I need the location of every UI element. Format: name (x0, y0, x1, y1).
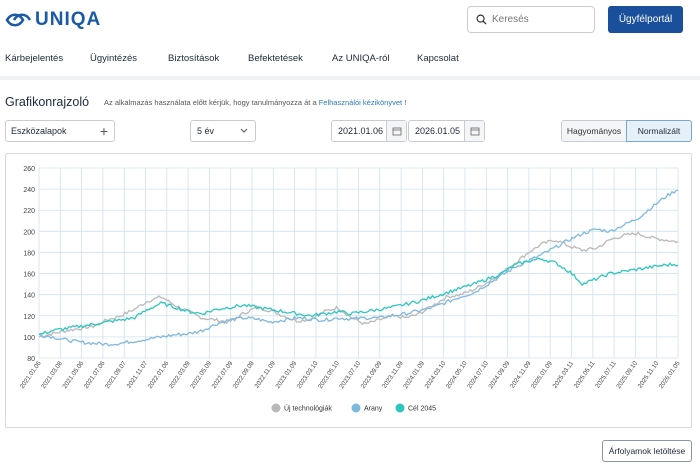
series-line (38, 231, 679, 339)
date-from-value: 2021.01.06 (338, 126, 384, 136)
date-from-field[interactable]: 2021.01.06 (331, 120, 407, 142)
x-tick-label: 2024.11.09 (509, 360, 533, 390)
price-chart: 801001201401601802002202402602021.01.062… (19, 166, 682, 413)
nav-item-insurance[interactable]: Biztosítások (168, 53, 220, 64)
uniqa-logo[interactable]: UNIQA (5, 9, 101, 31)
nav-item-about[interactable]: Az UNIQA-ról (332, 53, 390, 64)
x-tick-label: 2023.11.09 (381, 360, 405, 390)
uniqa-logo-icon (5, 13, 31, 27)
nav-item-investments[interactable]: Befektetések (248, 53, 303, 64)
legend-marker (271, 403, 281, 413)
calendar-icon[interactable] (464, 121, 484, 141)
y-tick-label: 120 (23, 314, 35, 321)
period-value: 5 év (197, 126, 215, 136)
x-tick-label: 2021.11.07 (126, 360, 150, 390)
y-tick-label: 160 (23, 272, 35, 279)
legend-label: Új technológiák (284, 404, 332, 413)
main-nav: Kárbejelentés Ügyintézés Biztosítások Be… (0, 46, 700, 72)
x-tick-label: 2025.03.11 (552, 360, 576, 390)
client-portal-button[interactable]: Ügyfélportál (608, 6, 683, 33)
y-tick-label: 240 (23, 187, 35, 194)
fund-selector[interactable]: Eszközalapok + (5, 120, 115, 142)
y-tick-label: 260 (23, 166, 35, 173)
manual-link[interactable]: Felhasználói kézikönyvet (318, 98, 403, 107)
nav-divider (0, 76, 700, 80)
series-line (38, 257, 679, 336)
hint-prefix: Az alkalmazás használata előtt kérjük, h… (104, 98, 317, 107)
download-prices-button[interactable]: Árfolyamok letöltése (602, 440, 692, 462)
top-bar: UNIQA Ügyfélportál (0, 0, 700, 42)
calendar-icon[interactable] (386, 121, 406, 141)
chevron-down-icon (240, 128, 248, 133)
y-tick-label: 200 (23, 229, 35, 236)
y-tick-label: 220 (23, 208, 35, 215)
x-tick-label: 2026.01.05 (658, 360, 682, 390)
y-tick-label: 140 (23, 293, 35, 300)
series-line (38, 189, 679, 347)
search-icon (476, 14, 487, 25)
fund-selector-label: Eszközalapok (11, 126, 67, 136)
page-title: Grafikonrajzoló (5, 95, 90, 109)
y-tick-label: 80 (27, 356, 35, 363)
y-tick-label: 100 (23, 335, 35, 342)
period-select[interactable]: 5 év (190, 120, 256, 142)
plus-icon[interactable]: + (99, 123, 108, 139)
mode-traditional-button[interactable]: Hagyományos (561, 120, 627, 142)
hint-suffix: ! (404, 98, 407, 107)
search-input[interactable] (492, 14, 587, 25)
hint-text: Az alkalmazás használata előtt kérjük, h… (104, 98, 406, 107)
search-box[interactable] (467, 6, 595, 33)
x-tick-label: 2025.11.10 (637, 360, 661, 390)
legend-label: Cél 2045 (408, 406, 436, 413)
x-tick-label: 2022.11.09 (253, 360, 277, 390)
x-tick-label: 2025.07.11 (594, 360, 618, 390)
nav-item-admin[interactable]: Ügyintézés (90, 53, 137, 64)
nav-item-claims[interactable]: Kárbejelentés (5, 53, 64, 64)
logo-text: UNIQA (35, 9, 102, 30)
nav-item-contact[interactable]: Kapcsolat (417, 53, 459, 64)
x-tick-label: 2025.05.11 (573, 360, 597, 390)
legend-marker (351, 403, 361, 413)
y-tick-label: 180 (23, 250, 35, 257)
date-to-value: 2026.01.05 (415, 126, 461, 136)
legend-label: Arany (364, 406, 383, 413)
mode-normalized-button[interactable]: Normalizált (626, 120, 692, 142)
legend-marker (395, 403, 405, 413)
chart-panel: 80 100 120 140 160 180 200 220 240 260 2021.01.06 2… (5, 153, 692, 428)
date-to-field[interactable]: 2026.01.05 (408, 120, 485, 142)
